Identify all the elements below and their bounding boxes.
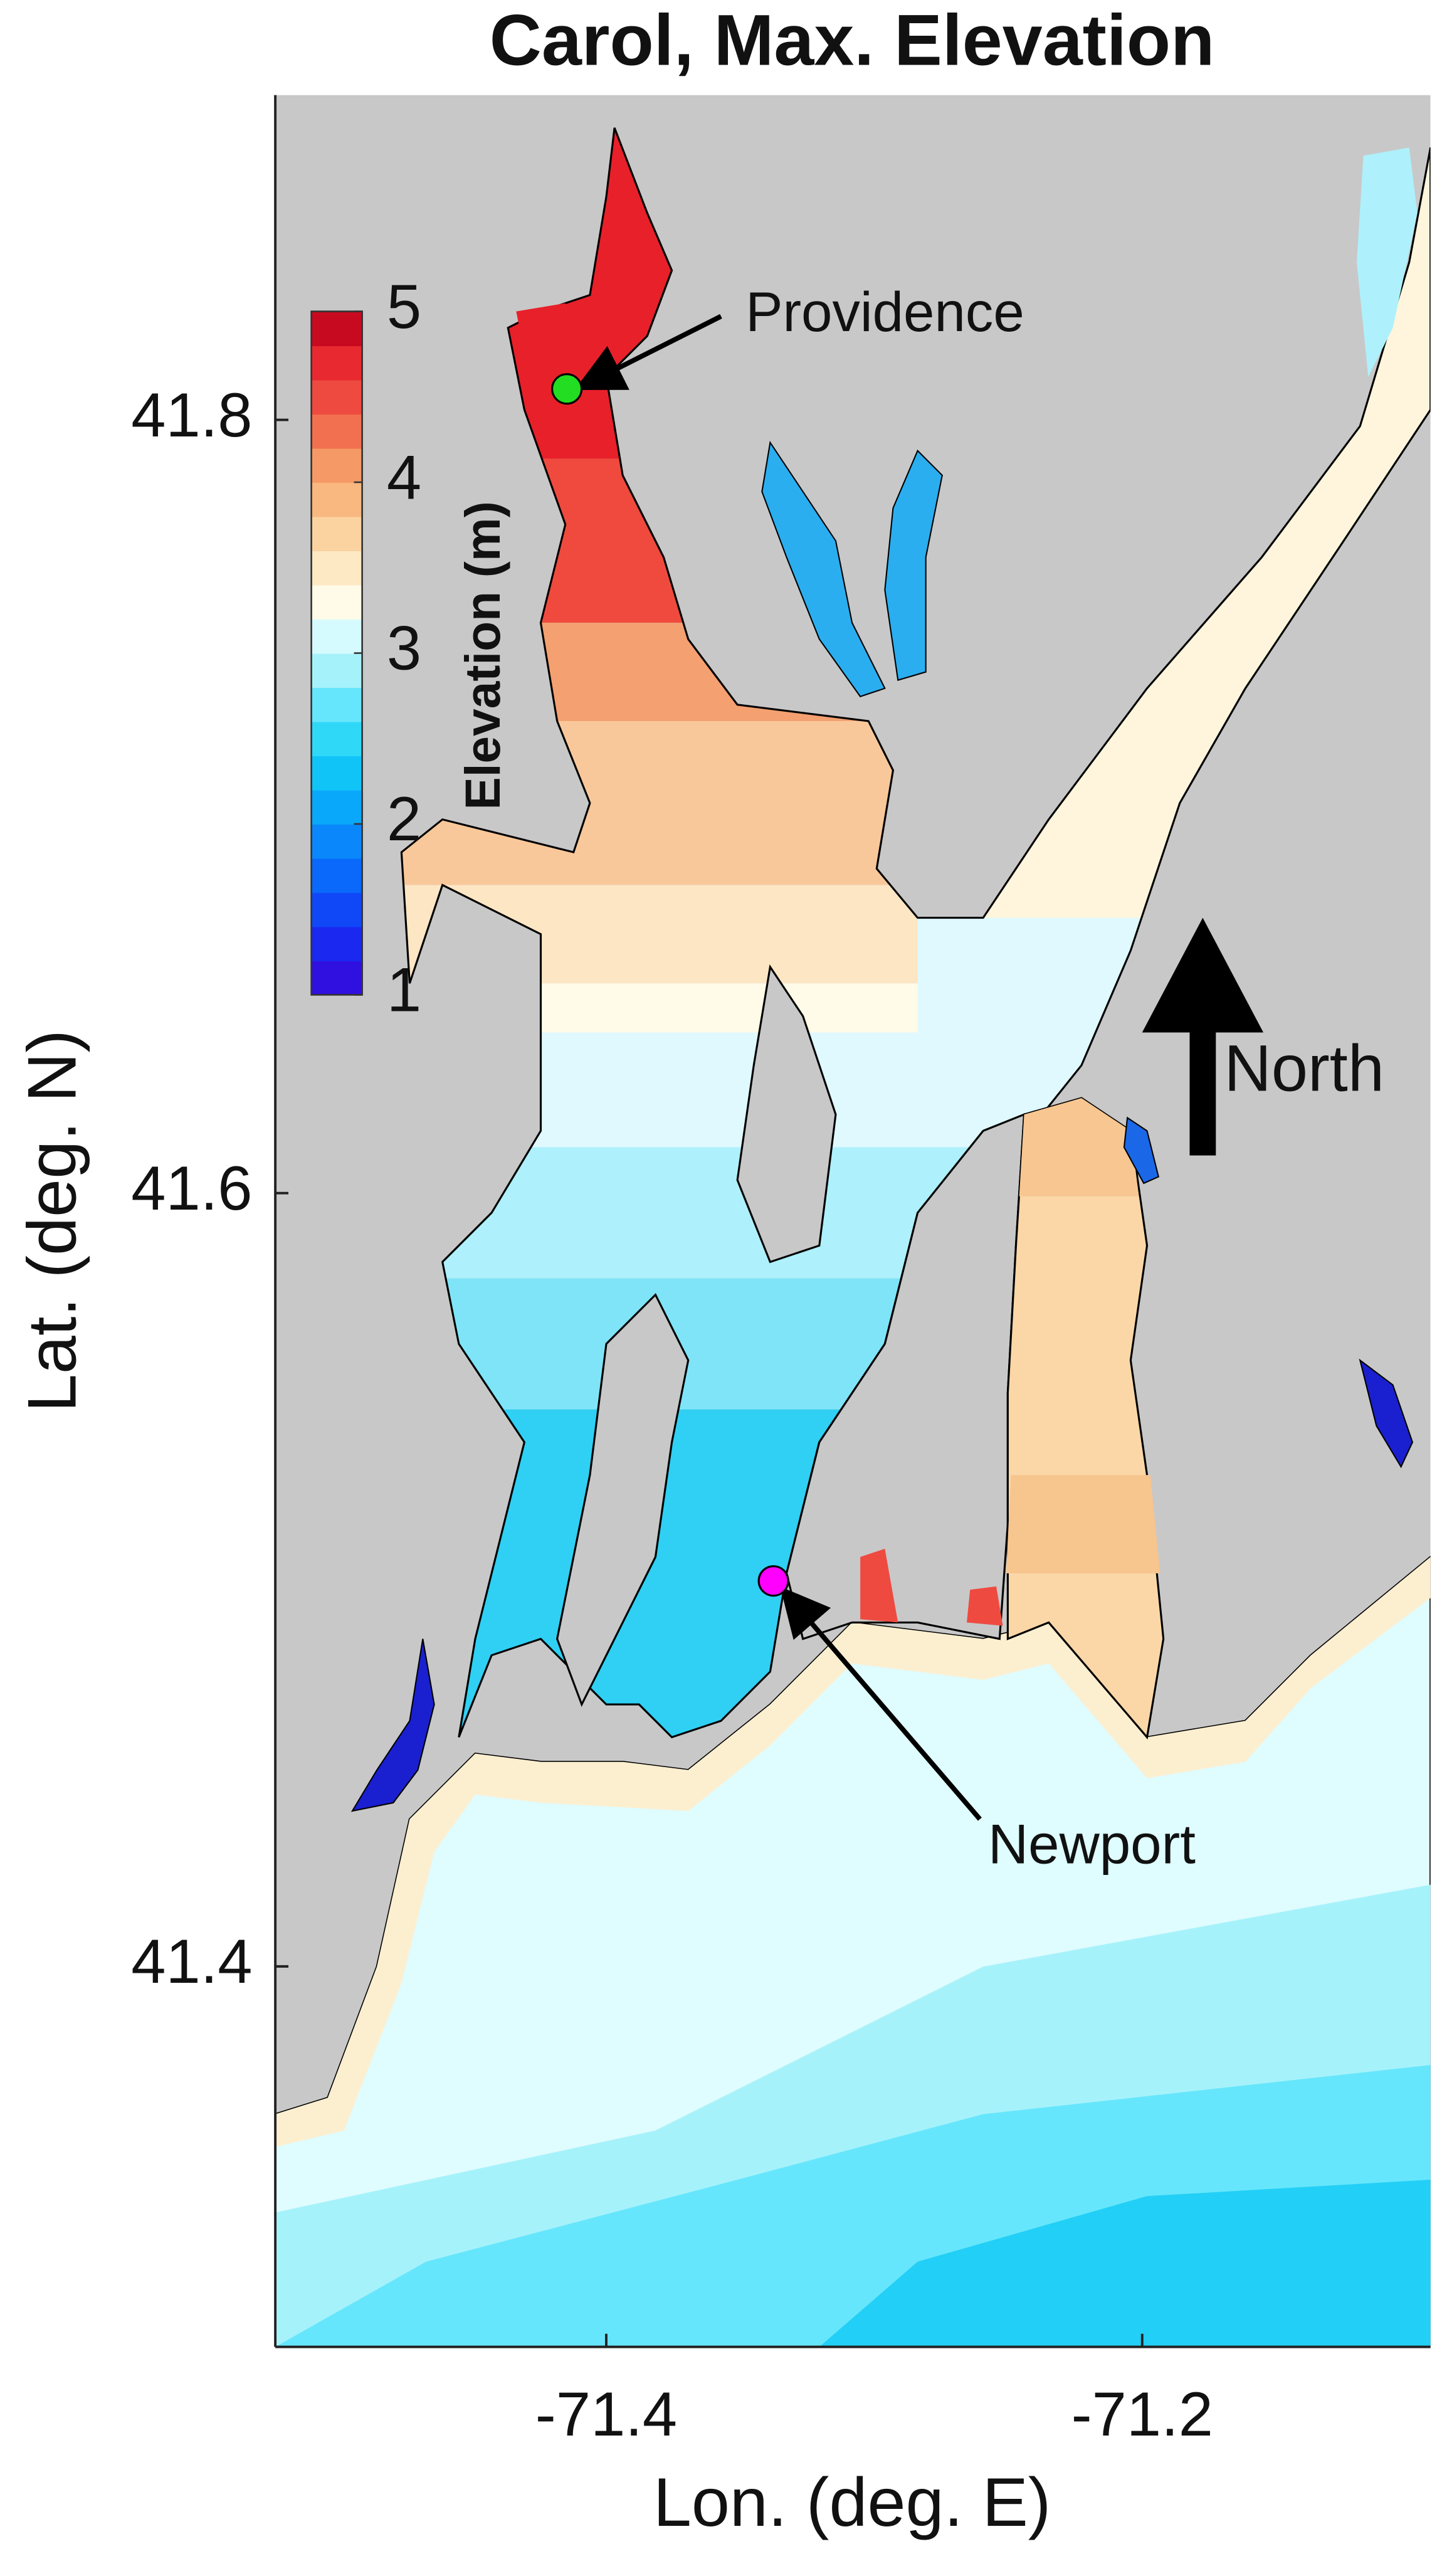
y-tick-label: 41.8: [131, 381, 252, 450]
river-band: [1019, 1098, 1139, 1196]
y-axis-label: Lat. (deg. N): [14, 1030, 91, 1412]
colorbar-band: [311, 926, 362, 961]
colorbar-band: [311, 311, 362, 347]
colorbar-band: [311, 653, 362, 689]
colorbar-band: [311, 414, 362, 449]
colorbar-band: [311, 619, 362, 654]
colorbar-label: Elevation (m): [455, 501, 510, 810]
north-label: North: [1224, 1032, 1384, 1105]
marsh: [860, 1548, 898, 1623]
tributary: [1357, 147, 1418, 377]
tributary: [350, 1639, 435, 1812]
marsh: [967, 1586, 1003, 1626]
colorbar-band: [311, 379, 362, 415]
annotation-arrow: [574, 314, 722, 391]
chart-title: Carol, Max. Elevation: [490, 1, 1215, 81]
colorbar-band: [311, 687, 362, 722]
north-arrow: [1142, 917, 1264, 1156]
ocean-band: [819, 2180, 1431, 2347]
colorbar-band: [311, 755, 362, 791]
colorbar-band: [311, 551, 362, 586]
x-axis-label: Lon. (deg. E): [653, 2464, 1051, 2541]
colorbar-tick-label: 5: [387, 272, 421, 342]
map: [275, 95, 1431, 2347]
colorbar-band: [311, 721, 362, 757]
y-tick-label: 41.6: [131, 1154, 252, 1223]
annotation-label: Providence: [745, 281, 1024, 343]
island: [736, 964, 837, 1264]
marsh: [516, 303, 590, 377]
colorbar-tick-label: 1: [387, 956, 421, 1025]
colorbar-tick-label: 2: [387, 784, 421, 854]
colorbar-band: [311, 448, 362, 483]
colorbar-band: [311, 482, 362, 517]
annotation-label: Newport: [988, 1813, 1196, 1876]
colorbar-tick-label: 4: [387, 443, 421, 512]
location-marker: [757, 1565, 789, 1597]
x-tick-label: -71.4: [535, 2380, 677, 2449]
tributary: [884, 449, 943, 681]
river-band: [1006, 1475, 1160, 1574]
annotation-arrow: [780, 1586, 982, 1821]
colorbar-tick-label: 3: [387, 614, 421, 684]
tributary: [761, 440, 886, 698]
colorbar-band: [311, 584, 362, 620]
colorbar-band: [311, 516, 362, 552]
colorbar-band: [311, 789, 362, 825]
coastline: [400, 127, 1431, 1739]
location-marker: [551, 373, 583, 405]
y-tick-label: 41.4: [131, 1927, 252, 1997]
x-tick-label: -71.2: [1071, 2380, 1213, 2449]
colorbar-frame: [310, 310, 363, 996]
colorbar-band: [311, 346, 362, 381]
colorbar-band: [311, 960, 362, 996]
tributary: [1123, 1116, 1160, 1185]
colorbar-band: [311, 858, 362, 894]
colorbar-band: [311, 823, 362, 859]
island: [556, 1293, 690, 1708]
tributary: [1359, 1358, 1414, 1469]
colorbar-band: [311, 892, 362, 927]
